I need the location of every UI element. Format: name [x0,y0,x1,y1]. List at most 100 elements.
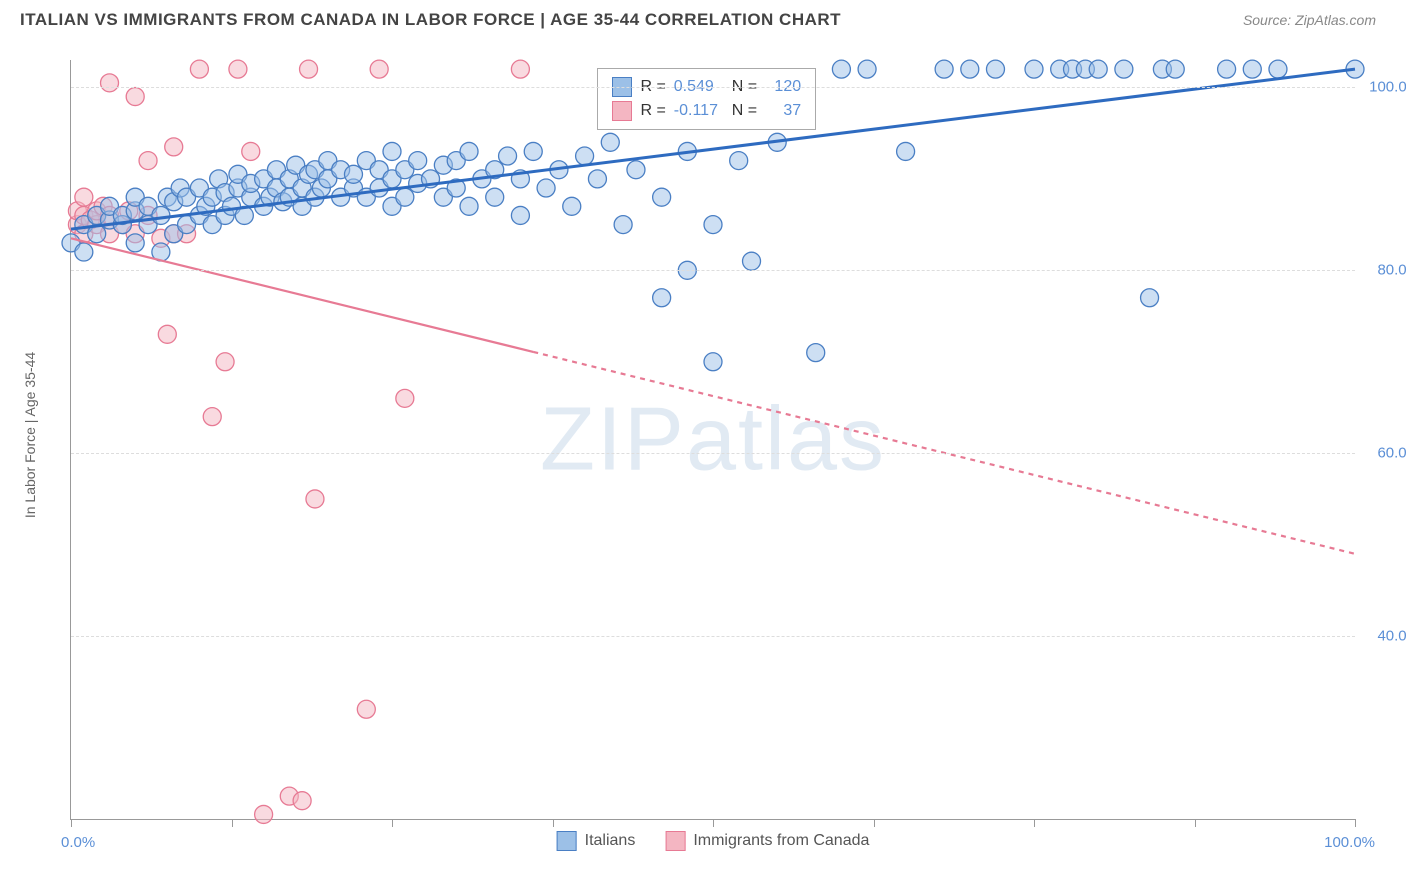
x-tick [1195,819,1196,827]
legend-r-value: -0.117 [674,102,724,120]
data-point [961,60,979,78]
data-point [601,133,619,151]
data-point [165,138,183,156]
data-point [499,147,517,165]
x-tick [392,819,393,827]
data-point [190,60,208,78]
data-point [832,60,850,78]
data-point [511,60,529,78]
data-point [139,152,157,170]
data-point [216,353,234,371]
data-point [627,161,645,179]
x-tick [713,819,714,827]
x-tick [1355,819,1356,827]
data-point [383,142,401,160]
legend-n-label: N = [732,102,757,120]
gridline [71,636,1355,637]
data-point [807,344,825,362]
data-point [730,152,748,170]
data-point [653,289,671,307]
data-point [858,60,876,78]
x-tick [874,819,875,827]
data-point [704,216,722,234]
data-point [524,142,542,160]
data-point [344,165,362,183]
legend-r-label: R = [640,102,665,120]
data-point [935,60,953,78]
data-point [588,170,606,188]
data-point [255,805,273,823]
data-point [229,60,247,78]
x-tick [553,819,554,827]
data-point [300,60,318,78]
data-point [1025,60,1043,78]
chart-header: ITALIAN VS IMMIGRANTS FROM CANADA IN LAB… [0,0,1406,38]
data-point [370,60,388,78]
data-point [653,188,671,206]
legend-item-canada: Immigrants from Canada [665,831,869,851]
data-point [460,197,478,215]
legend-label-italians: Italians [585,832,636,850]
data-point [986,60,1004,78]
y-tick-label: 100.0% [1369,79,1406,96]
data-point [126,88,144,106]
legend-swatch-canada [665,831,685,851]
legend-item-italians: Italians [557,831,636,851]
data-point [306,490,324,508]
plot-svg [71,60,1355,819]
data-point [511,206,529,224]
x-axis-label-left: 0.0% [61,834,95,851]
data-point [242,142,260,160]
data-point [460,142,478,160]
x-tick [232,819,233,827]
x-tick [71,819,72,827]
y-tick-label: 80.0% [1377,262,1406,279]
gridline [71,87,1355,88]
data-point [743,252,761,270]
data-point [704,353,722,371]
data-point [203,408,221,426]
x-tick [1034,819,1035,827]
data-point [563,197,581,215]
data-point [897,142,915,160]
data-point [126,234,144,252]
data-point [409,152,427,170]
correlation-legend: R =0.549N =120R =-0.117N =37 [597,68,816,130]
data-point [101,74,119,92]
data-point [486,188,504,206]
data-point [1269,60,1287,78]
data-point [293,792,311,810]
data-point [1141,289,1159,307]
y-axis-label: In Labor Force | Age 35-44 [22,352,38,518]
data-point [576,147,594,165]
y-tick-label: 40.0% [1377,628,1406,645]
chart-title: ITALIAN VS IMMIGRANTS FROM CANADA IN LAB… [20,10,841,30]
data-point [396,389,414,407]
data-point [158,325,176,343]
gridline [71,270,1355,271]
x-axis-label-right: 100.0% [1324,834,1375,851]
trend-line [71,238,533,352]
data-point [1218,60,1236,78]
data-point [75,188,93,206]
data-point [357,700,375,718]
legend-row: R = -0.117 N = 37 [612,99,801,123]
data-point [1089,60,1107,78]
data-point [537,179,555,197]
plot-area: ZIPatlas R =0.549N =120R =-0.117N =37 It… [70,60,1355,820]
legend-n-value: 37 [765,102,801,120]
legend-swatch-italians [557,831,577,851]
y-tick-label: 60.0% [1377,445,1406,462]
legend-label-canada: Immigrants from Canada [693,832,869,850]
data-point [396,188,414,206]
series-legend: Italians Immigrants from Canada [557,831,870,851]
data-point [152,206,170,224]
chart-container: In Labor Force | Age 35-44 ZIPatlas R =0… [50,50,1380,820]
data-point [1115,60,1133,78]
data-point [75,243,93,261]
gridline [71,453,1355,454]
legend-swatch [612,101,632,121]
chart-source: Source: ZipAtlas.com [1243,12,1376,28]
data-point [614,216,632,234]
data-point [1243,60,1261,78]
